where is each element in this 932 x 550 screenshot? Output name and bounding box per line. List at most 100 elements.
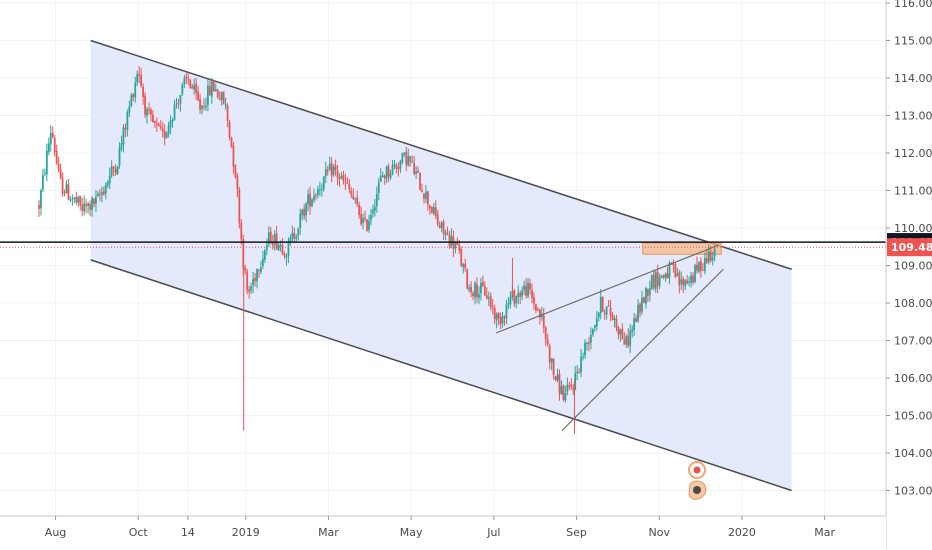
candle-up [277,241,280,252]
candle-body [652,274,655,288]
candle-body [668,262,671,278]
candle-body [688,281,691,283]
candle-body [114,169,117,173]
candle-up [317,185,319,199]
x-tick-label: Oct [129,526,149,539]
candle-down [696,256,698,274]
candle-body [609,307,612,316]
candle-body [134,82,137,98]
candle-up [126,109,129,137]
candle-body [108,175,111,184]
candle-body [558,374,561,394]
candle-body [468,287,471,290]
candle-body [334,165,337,170]
candle-body [159,126,162,129]
candle-up [690,271,692,288]
candle-up [517,285,520,305]
candle-body [568,385,571,387]
candle-body [317,189,319,195]
candle-body [538,309,541,318]
candle-body [83,203,86,212]
candle-up [106,180,109,189]
candle-body [676,273,679,276]
candle-up [515,295,518,309]
candle-up [487,291,490,306]
candle-down [177,98,180,109]
candle-up [637,299,639,324]
candle-body [617,327,620,335]
y-tick-label: 103.000 [894,485,932,498]
candle-body [63,192,66,194]
candle-down [189,79,192,90]
candle-body [307,194,309,205]
candle-body [483,286,486,296]
y-tick-label: 106.000 [894,372,932,385]
candle-body [126,112,129,130]
candle-body [175,103,178,105]
candle-down [544,325,547,347]
candle-body [301,209,304,215]
candle-up [403,152,406,158]
candle-up [425,184,427,204]
candle-body [106,182,109,186]
candle-body [692,275,694,283]
candle-up [45,143,48,182]
candle-down [395,162,398,174]
candle-up [214,83,217,92]
candle-down [493,304,496,325]
candle-body [442,221,445,234]
candle-body [548,345,551,363]
candle-up [560,380,563,395]
candle-body [591,328,594,335]
candle-body [163,130,166,139]
candle-body [576,371,579,373]
candle-body [395,165,398,169]
candle-down [197,86,199,102]
candle-down [81,197,84,217]
candle-body [399,160,402,169]
candle-up [650,274,653,290]
candle-down [336,164,339,186]
candle-body [423,193,425,199]
candle-down [464,258,467,272]
candle-body [226,105,229,121]
candle-body [700,260,702,271]
candle-body [544,327,547,340]
candle-body [654,271,657,289]
candle-up [305,201,308,223]
candle-body [456,243,459,246]
candle-body [336,170,339,178]
candle-body [242,239,245,269]
candle-up [613,315,616,328]
candle-body [67,184,70,200]
candle-body [643,296,645,303]
candle-down [98,189,101,201]
candle-up [328,156,331,171]
candle-body [42,175,44,190]
candle-up [256,268,258,289]
candle-body [550,358,553,363]
candle-body [389,173,392,178]
candle-down [635,314,637,323]
candle-body [79,195,82,206]
candle-up [193,78,196,95]
candle-up [179,94,182,112]
candle-body [527,282,529,297]
candle-body [421,189,423,193]
price-tag-bg [887,238,932,257]
candle-down [601,296,604,313]
candle-body [49,132,52,145]
candle-body [593,325,596,328]
candle-down [460,246,463,268]
candle-up [468,284,471,293]
candle-body [674,264,677,278]
candle-body [118,148,121,166]
price-lines [0,241,886,248]
candle-body [645,287,647,305]
candle-up [619,328,622,342]
candle-up [597,312,600,322]
candle-up [289,234,292,246]
candle-body [311,199,313,206]
candle-down [615,314,618,332]
